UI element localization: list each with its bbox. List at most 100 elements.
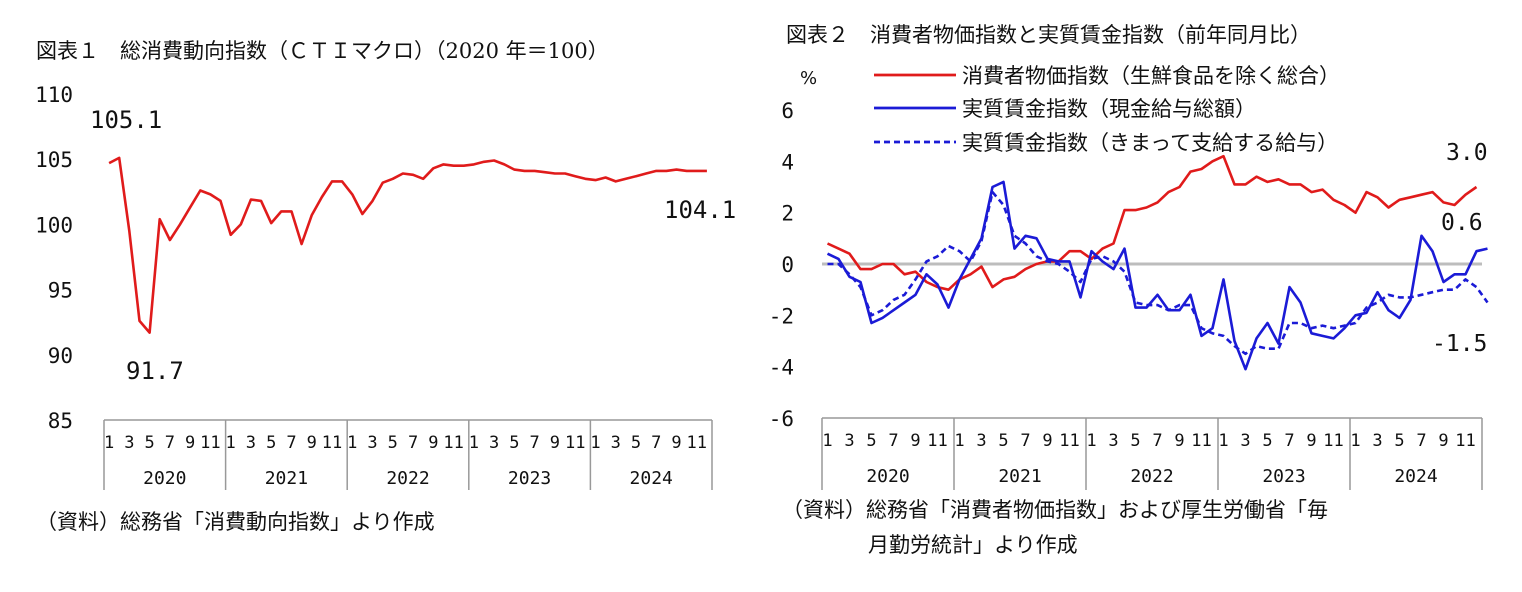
- y-tick-label-3: 100: [35, 213, 73, 237]
- x-tick-label-month: 9: [428, 433, 438, 453]
- x-tick-label-month: 7: [1416, 431, 1426, 451]
- x-tick-label-year-2022: 2022: [386, 468, 429, 489]
- chart1-title: 図表１ 総消費動向指数（ＣＴＩマクロ）（2020 年＝100）: [36, 39, 609, 63]
- chart2-source-note-line1: （資料）総務省「消費者物価指数」および厚生労働省「毎: [782, 498, 1328, 522]
- x-tick-label-year-2022: 2022: [1130, 466, 1173, 487]
- chart2-title: 図表２ 消費者物価指数と実質賃金指数（前年同月比）: [786, 23, 1311, 47]
- x-tick-label-month: 11: [200, 433, 220, 453]
- y-tick-label-4: 2: [781, 202, 794, 226]
- chart2-source-note-line2: 月勤労統計」より作成: [868, 533, 1078, 557]
- x-tick-label-month: 9: [307, 433, 317, 453]
- x-tick-label-month: 11: [927, 431, 947, 451]
- y-tick-label-3: 0: [781, 253, 794, 277]
- y-tick-label-4: 105: [35, 148, 73, 172]
- x-tick-label-month: 7: [1284, 431, 1294, 451]
- series-line-2: [827, 190, 1489, 356]
- legend-label-1: 実質賃金指数（現金給与総額）: [962, 97, 1256, 121]
- x-tick-label-month: 3: [124, 433, 134, 453]
- x-tick-label-month: 7: [165, 433, 175, 453]
- y-tick-label-5: 110: [35, 83, 73, 107]
- x-tick-label-month: 7: [286, 433, 296, 453]
- x-tick-label-month: 7: [888, 431, 898, 451]
- x-tick-label-month: 1: [104, 433, 114, 453]
- x-tick-label-month: 11: [443, 433, 463, 453]
- chart1-source-note: （資料）総務省「消費動向指数」より作成: [36, 510, 435, 534]
- series-line-0: [826, 154, 1478, 292]
- x-tick-label-month: 11: [1191, 431, 1211, 451]
- x-tick-label-month: 11: [322, 433, 342, 453]
- legend-label-0: 消費者物価指数（生鮮食品を除く総合）: [962, 64, 1340, 88]
- y-tick-label-6: 6: [781, 99, 794, 123]
- x-tick-label-month: 9: [550, 433, 560, 453]
- x-tick-label-month: 5: [866, 431, 876, 451]
- x-tick-label-month: 1: [954, 431, 964, 451]
- x-tick-label-month: 7: [408, 433, 418, 453]
- x-tick-label-month: 1: [1218, 431, 1228, 451]
- y-tick-label-1: 90: [48, 344, 73, 368]
- annotation-peak-value: 105.1: [90, 106, 162, 134]
- x-tick-label-month: 9: [1438, 431, 1448, 451]
- x-tick-label-month: 7: [530, 433, 540, 453]
- x-tick-label-month: 3: [844, 431, 854, 451]
- y-axis-unit-label: %: [800, 68, 817, 89]
- legend-label-2: 実質賃金指数（きまって支給する給与）: [962, 131, 1338, 155]
- x-tick-label-month: 5: [631, 433, 641, 453]
- x-tick-label-month: 7: [1020, 431, 1030, 451]
- x-tick-label-month: 1: [590, 433, 600, 453]
- x-tick-label-month: 5: [1262, 431, 1272, 451]
- x-tick-label-month: 1: [822, 431, 832, 451]
- x-tick-label-month: 9: [671, 433, 681, 453]
- annotation-cpi-latest: 3.0: [1446, 140, 1488, 166]
- series-line-1: [826, 180, 1488, 371]
- x-tick-label-month: 9: [910, 431, 920, 451]
- x-tick-label-month: 3: [611, 433, 621, 453]
- x-tick-label-month: 11: [1455, 431, 1475, 451]
- x-tick-label-month: 11: [1323, 431, 1343, 451]
- x-tick-label-month: 7: [651, 433, 661, 453]
- series-line-0: [108, 156, 707, 334]
- x-tick-label-month: 1: [469, 433, 479, 453]
- annotation-trough-value: 91.7: [126, 357, 184, 385]
- x-tick-label-month: 3: [1240, 431, 1250, 451]
- x-tick-label-month: 3: [1372, 431, 1382, 451]
- x-tick-label-month: 5: [998, 431, 1008, 451]
- x-tick-label-year-2023: 2023: [1262, 466, 1305, 487]
- x-tick-label-month: 5: [388, 433, 398, 453]
- x-tick-label-month: 7: [1152, 431, 1162, 451]
- x-tick-label-month: 5: [1394, 431, 1404, 451]
- y-tick-label-2: -2: [769, 304, 794, 328]
- x-tick-label-year-2024: 2024: [630, 468, 673, 489]
- x-tick-label-year-2021: 2021: [265, 468, 308, 489]
- y-tick-label-2: 95: [48, 279, 73, 303]
- x-tick-label-month: 11: [1059, 431, 1079, 451]
- x-tick-label-month: 9: [1174, 431, 1184, 451]
- x-tick-label-year-2020: 2020: [143, 468, 186, 489]
- x-tick-label-month: 3: [367, 433, 377, 453]
- x-tick-label-month: 9: [1042, 431, 1052, 451]
- x-tick-label-month: 1: [1086, 431, 1096, 451]
- x-tick-label-year-2020: 2020: [866, 466, 909, 487]
- x-tick-label-month: 1: [347, 433, 357, 453]
- x-tick-label-month: 3: [246, 433, 256, 453]
- x-tick-label-month: 5: [144, 433, 154, 453]
- x-tick-label-month: 5: [509, 433, 519, 453]
- x-tick-label-month: 5: [266, 433, 276, 453]
- y-tick-label-1: -4: [769, 356, 794, 380]
- x-tick-label-year-2021: 2021: [998, 466, 1041, 487]
- annotation-wage-total-latest: 0.6: [1441, 210, 1483, 236]
- annotation-wage-regular-latest: -1.5: [1432, 331, 1487, 357]
- x-tick-label-month: 9: [185, 433, 195, 453]
- annotation-latest-value: 104.1: [664, 196, 736, 224]
- x-tick-label-month: 3: [1108, 431, 1118, 451]
- y-tick-label-5: 4: [781, 150, 794, 174]
- x-tick-label-year-2024: 2024: [1394, 466, 1437, 487]
- y-tick-label-0: 85: [48, 409, 73, 433]
- x-tick-label-month: 1: [226, 433, 236, 453]
- x-tick-label-year-2023: 2023: [508, 468, 551, 489]
- x-tick-label-month: 1: [1350, 431, 1360, 451]
- x-tick-label-month: 3: [489, 433, 499, 453]
- x-tick-label-month: 9: [1306, 431, 1316, 451]
- x-tick-label-month: 11: [565, 433, 585, 453]
